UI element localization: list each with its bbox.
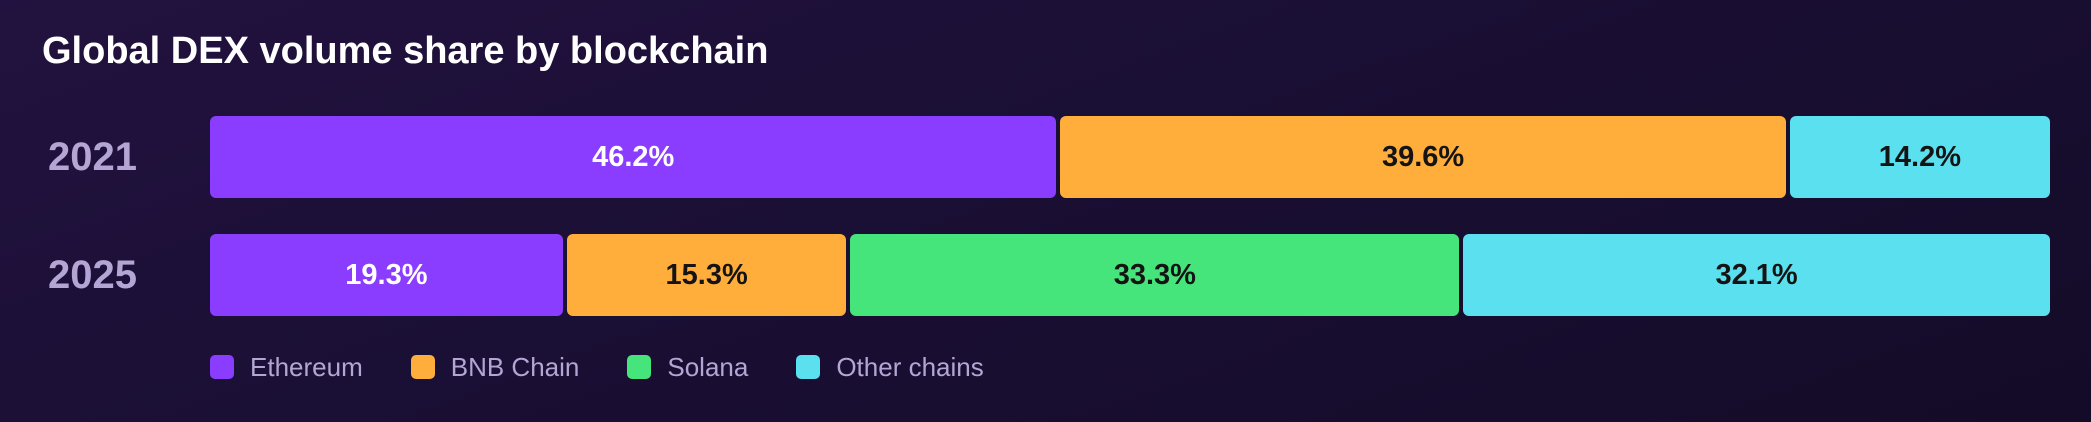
legend-label-other-chains: Other chains — [836, 351, 984, 382]
stacked-bar-2021: 46.2% 39.6% 14.2% — [210, 116, 2050, 198]
category-label-2021: 2021 — [48, 135, 137, 179]
legend-item-ethereum: Ethereum — [210, 352, 363, 383]
bar-row-2021: 2021 46.2% 39.6% 14.2% — [0, 116, 2091, 198]
data-label-other-chains-2021: 14.2% — [1878, 140, 1962, 173]
legend-label-bnb-chain: BNB Chain — [450, 351, 580, 382]
stacked-bar-2025: 19.3% 15.3% 33.3% 32.1% — [210, 234, 2050, 316]
data-label-bnb-chain-2025: 15.3% — [665, 258, 748, 291]
legend-swatch-other-chains — [796, 355, 821, 379]
data-label-solana-2025: 33.3% — [1113, 258, 1196, 291]
bar-row-2025: 2025 19.3% 15.3% 33.3% 32.1% — [0, 234, 2091, 316]
bar-segment-solana-2025: 33.3% — [850, 234, 1460, 316]
bar-segment-ethereum-2025: 19.3% — [210, 234, 563, 316]
bar-segment-other-chains-2025: 32.1% — [1463, 234, 2050, 316]
data-label-ethereum-2021: 46.2% — [592, 140, 675, 173]
legend-item-other-chains: Other chains — [796, 351, 984, 383]
data-label-bnb-chain-2021: 39.6% — [1381, 140, 1465, 173]
legend-label-ethereum: Ethereum — [250, 351, 363, 382]
chart-legend: Ethereum BNB Chain Solana Other chains — [210, 352, 1032, 382]
legend-item-solana: Solana — [627, 352, 748, 383]
legend-label-solana: Solana — [667, 351, 749, 382]
bar-segment-other-chains-2021: 14.2% — [1789, 116, 2050, 198]
chart-title: Global DEX volume share by blockchain — [42, 30, 769, 72]
bar-segment-bnb-chain-2025: 15.3% — [566, 234, 847, 316]
bar-segment-bnb-chain-2021: 39.6% — [1060, 116, 1786, 198]
legend-swatch-ethereum — [210, 355, 234, 379]
legend-item-bnb-chain: BNB Chain — [410, 351, 580, 383]
bar-segment-ethereum-2021: 46.2% — [210, 116, 1057, 198]
category-label-2025: 2025 — [48, 253, 137, 297]
legend-swatch-solana — [627, 355, 652, 379]
legend-swatch-bnb-chain — [410, 355, 435, 379]
data-label-other-chains-2025: 32.1% — [1715, 258, 1798, 291]
data-label-ethereum-2025: 19.3% — [345, 258, 428, 291]
